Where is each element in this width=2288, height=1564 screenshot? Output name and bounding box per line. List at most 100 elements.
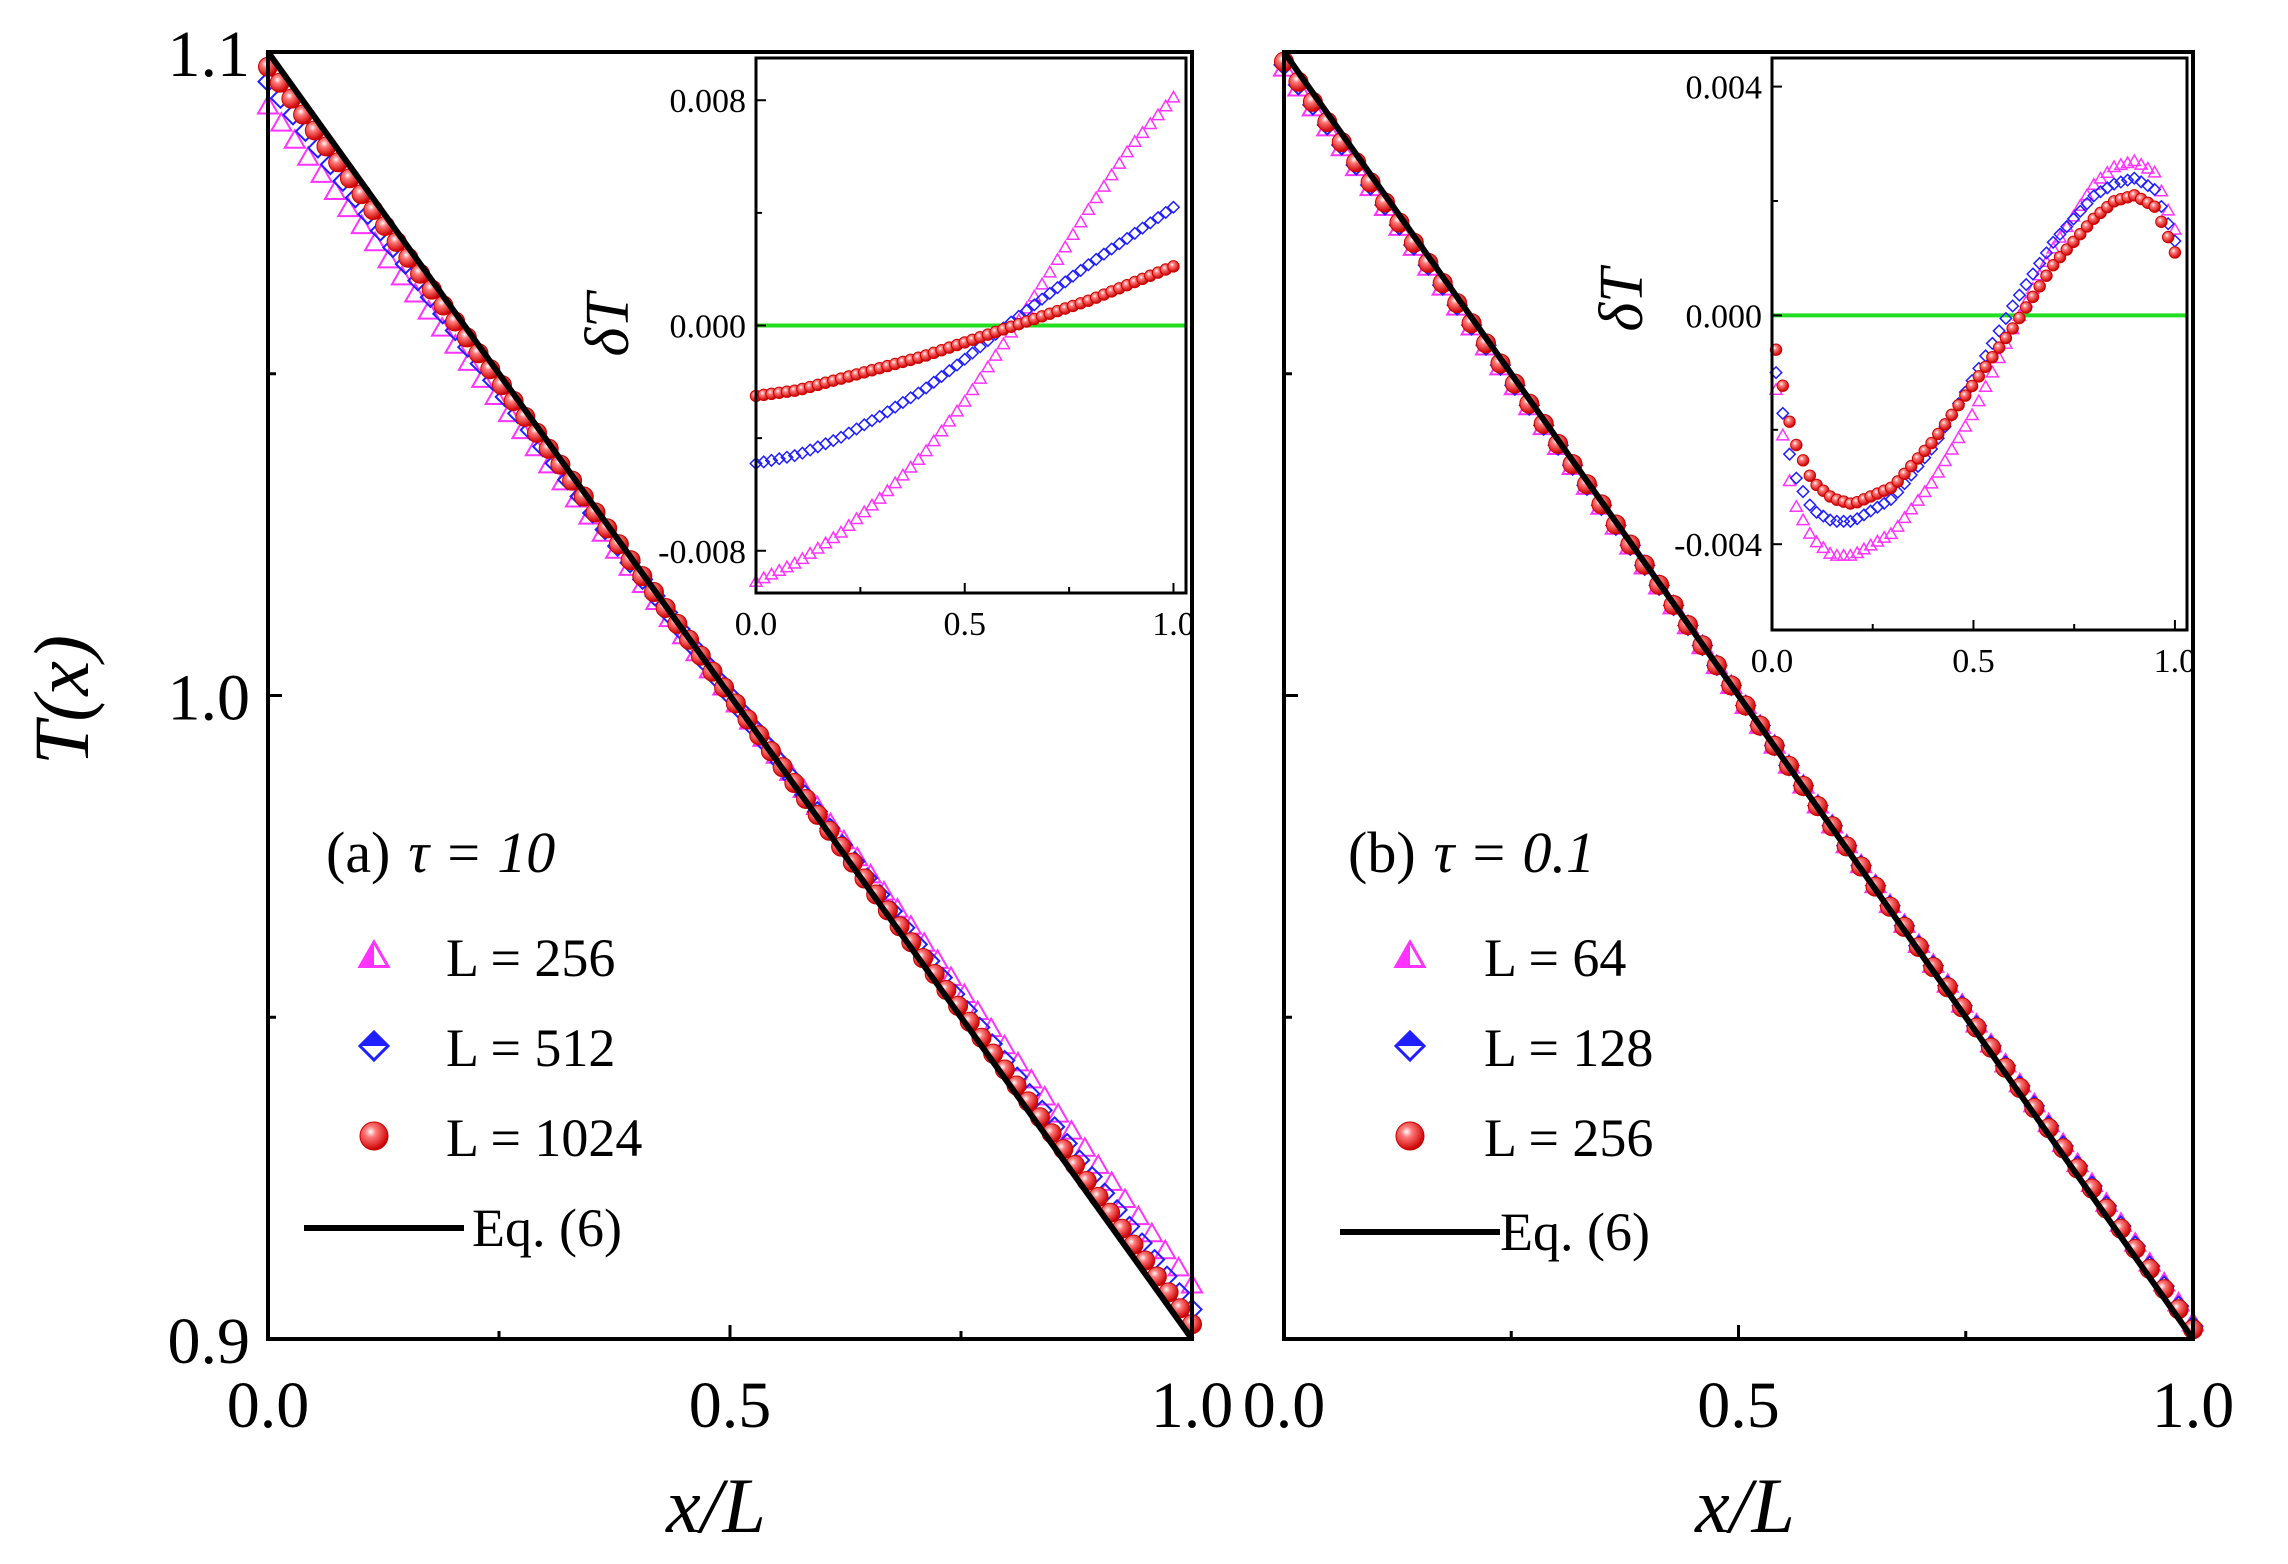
inset-b-diamond-point	[2080, 196, 2094, 211]
inset-a-diamond-point	[1066, 269, 1080, 283]
inset-b-sphere-point	[1945, 408, 1959, 421]
inset-a-diamond-point	[1050, 280, 1065, 295]
inset-a-axis-ticks: 0.0 0.5 1.0 -0.008 0.000 0.008	[658, 83, 1195, 643]
inset-a-diamond-point	[1104, 242, 1119, 256]
inset-a-diamond-point	[772, 452, 786, 466]
inset-b-triangle-point	[1937, 453, 1953, 467]
inset-b-triangle-point	[1910, 493, 1926, 506]
inset-b-diamond-point	[1816, 509, 1831, 523]
inset-b-diamond-point	[1782, 447, 1797, 461]
panel-a-triangle-point	[323, 179, 347, 200]
inset-b-diamond-point	[2053, 227, 2067, 242]
inset-b-triangle-point	[1890, 519, 1906, 532]
inset-b-triangle-point	[1876, 530, 1892, 543]
inset-a-triangle-point	[841, 518, 857, 531]
panel-a-inset: 0.0 0.5 1.0 -0.008 0.000 0.008 δT	[574, 56, 1195, 643]
inset-b-triangle-point	[1964, 407, 1980, 421]
inset-b-diamond-point	[1796, 484, 1810, 499]
inset-b-diamond-point	[2026, 267, 2040, 281]
inset-b-triangle-point	[1795, 512, 1811, 526]
inset-b-triangle-point	[2133, 157, 2149, 170]
inset-a-diamond-point	[942, 364, 957, 378]
inset-b-frame	[1770, 56, 2189, 632]
inset-b-triangle-point	[1775, 427, 1791, 441]
panel-a-triangle-point	[1166, 1255, 1191, 1277]
inset-a-diamond-point	[1151, 210, 1165, 225]
panel-a-y-tick-label: 0.9	[168, 1305, 251, 1378]
inset-b-axis-ticks: 0.0 0.5 1.0 -0.004 0.000 0.004	[1674, 70, 2196, 680]
inset-b-diamond-point	[1803, 498, 1817, 512]
inset-b-sphere-point	[1803, 469, 1817, 482]
inset-a-triangle-point	[1096, 179, 1112, 192]
inset-b-diamond-point	[2141, 178, 2155, 193]
inset-a-triangle-point	[1135, 125, 1150, 139]
inset-a-triangle-point	[918, 443, 934, 457]
inset-b-triangle-point	[1958, 418, 1973, 432]
inset-a-triangle-point	[872, 491, 887, 504]
inset-b-sphere-point	[1783, 415, 1796, 428]
inset-a-triangle-point	[957, 394, 973, 407]
inset-b-diamond-point	[2059, 219, 2074, 234]
inset-a-diamond-point	[1158, 205, 1173, 220]
inset-b-triangle-point	[2127, 153, 2142, 167]
inset-a-triangle-point	[1119, 144, 1135, 158]
inset-b-diamond-point	[2012, 288, 2027, 302]
inset-b-diamond-point	[2107, 177, 2121, 191]
inset-b-background	[1772, 58, 2187, 630]
x-axis-label-b: x/L	[1694, 1462, 1795, 1549]
inset-a-diamond-point	[919, 381, 933, 395]
x-axis-label-a: x/L	[665, 1462, 766, 1549]
panel-a-triangle-point	[992, 1033, 1017, 1055]
inset-a-triangle-point	[911, 452, 926, 465]
inset-a-triangle-point	[1127, 134, 1143, 147]
inset-b-sphere-point	[1979, 360, 1992, 373]
panel-a-x-tick-label: 0.0	[227, 1369, 310, 1442]
inset-a-diamond-point	[787, 448, 802, 463]
panel-a-legend-swatch-sphere	[359, 1121, 389, 1151]
inset-b-sphere-point	[2168, 246, 2182, 259]
panel-b-tag: (b) τ = 0.1	[1348, 820, 1595, 885]
inset-b-sphere-point	[2067, 235, 2080, 249]
inset-b-triangle-point	[1971, 393, 1987, 407]
panel-a-triangle-point	[296, 145, 320, 166]
inset-b-sphere-point	[2019, 301, 2033, 314]
panel-a-triangle-point	[1153, 1238, 1177, 1260]
inset-b-triangle-point	[1978, 379, 1993, 393]
inset-a-triangle-point	[1034, 276, 1050, 290]
panel-a-triangle-point	[416, 299, 441, 320]
inset-b-sphere-point	[1918, 444, 1931, 457]
inset-a-triangle-point	[1057, 239, 1073, 253]
inset-b-triangle-point	[1883, 526, 1899, 540]
inset-b-triangle-point	[1930, 465, 1946, 478]
inset-a-diamond-point	[756, 455, 771, 469]
inset-b-diamond-point	[2127, 171, 2142, 185]
inset-b-ylabel: δT	[1588, 264, 1656, 332]
panel-a-x-tick-label: 1.0	[1151, 1369, 1234, 1442]
inset-a-sphere-point	[1167, 260, 1180, 273]
inset-a-triangle-point	[1073, 214, 1088, 228]
inset-b-diamond-point	[2066, 212, 2081, 226]
inset-a-diamond-point	[1081, 257, 1096, 272]
inset-b-triangle-point	[1849, 545, 1865, 559]
inset-a-triangle-point	[926, 433, 942, 447]
panel-a-triangle-point	[1099, 1170, 1124, 1191]
y-axis-label: T(x)	[18, 635, 105, 765]
inset-b-triangle-point	[1802, 526, 1818, 539]
inset-b-sphere-point	[1796, 454, 1810, 467]
inset-b-sphere-point	[1959, 389, 1972, 402]
panel-a-triangle-point	[1126, 1204, 1151, 1226]
inset-b-sphere-point	[2161, 230, 2175, 244]
inset-a-triangle-point	[980, 359, 996, 373]
panel-a-triangle-point	[350, 213, 374, 235]
legend-a-entry-4: Eq. (6)	[472, 1198, 622, 1258]
inset-b-sphere-point	[1776, 379, 1789, 392]
inset-a-diamond-point	[1166, 200, 1181, 214]
panel-a-triangle-point	[1140, 1221, 1164, 1243]
inset-a-triangle-point	[972, 371, 988, 384]
inset-a-triangle-point	[988, 348, 1003, 361]
inset-a-triangle-point	[903, 460, 918, 473]
panel-a-legend-swatch-diamond-fill	[360, 1032, 388, 1046]
inset-b-marks	[1768, 153, 2187, 561]
inset-b-diamond-point	[2005, 299, 2020, 313]
legend-a-entry-1: L = 256	[446, 928, 615, 988]
